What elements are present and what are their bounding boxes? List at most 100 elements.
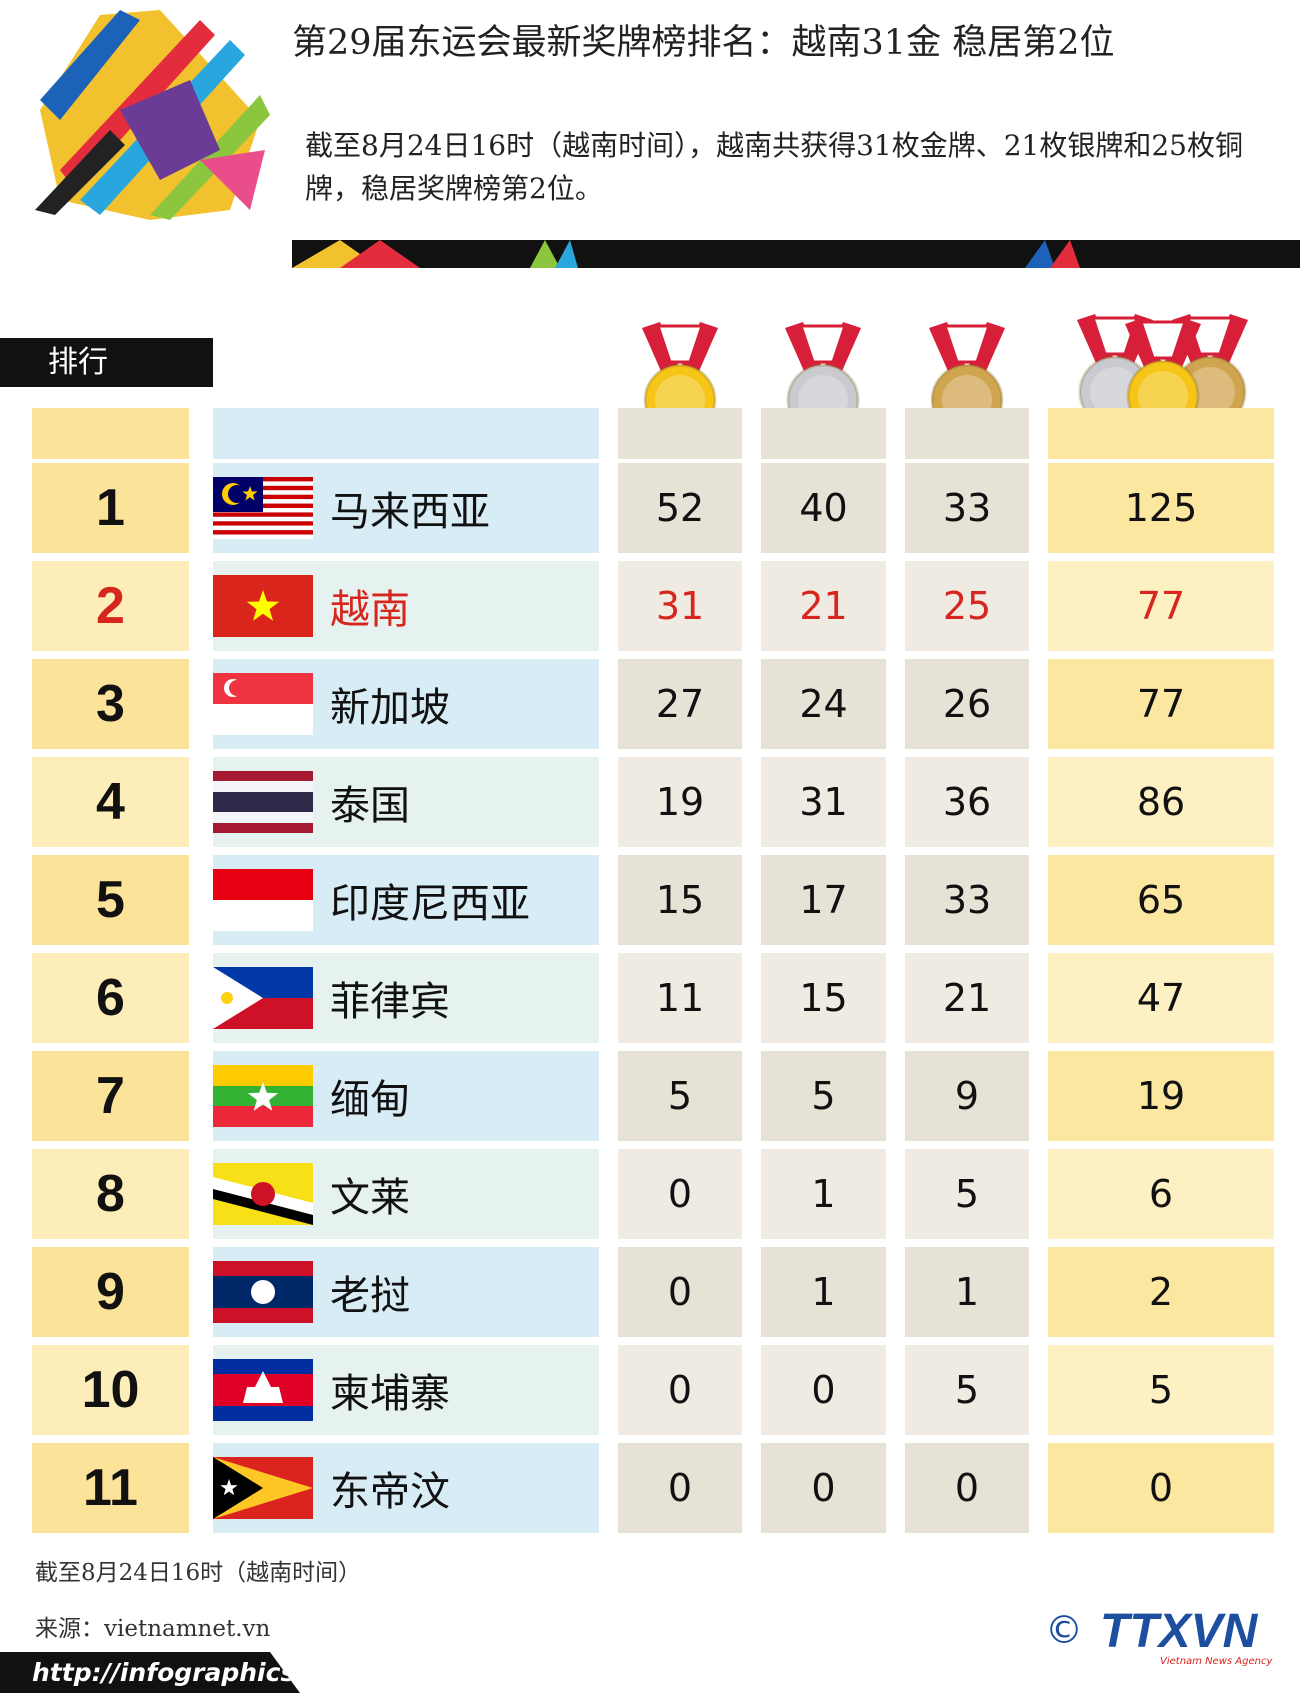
flag [213, 1261, 313, 1327]
rank: 3 [96, 675, 125, 733]
flag-image [213, 1261, 313, 1323]
flag-image [213, 1163, 313, 1225]
row-band [905, 1443, 1029, 1533]
row-band [905, 1051, 1029, 1141]
flag-image [213, 1359, 313, 1421]
row-band [32, 1443, 189, 1533]
column-header-band [1048, 408, 1274, 459]
row-band [761, 855, 886, 945]
copyright: © [1045, 1608, 1083, 1652]
row-band [1048, 463, 1274, 553]
summary: 截至8月24日16时（越南时间），越南共获得31枚金牌、21枚银牌和25枚铜牌，… [305, 129, 1243, 205]
flag [213, 673, 313, 739]
silver: 1 [811, 1270, 836, 1314]
gold: 11 [655, 976, 705, 1020]
gold: 5 [667, 1074, 693, 1118]
logo-text: TTXVN [1100, 1605, 1258, 1658]
country: 柬埔寨 [330, 1371, 450, 1417]
total: 77 [1136, 682, 1186, 726]
row-band [32, 757, 189, 847]
row-band [618, 953, 742, 1043]
row-band [905, 1247, 1029, 1337]
bronze: 33 [942, 878, 992, 922]
bronze: 33 [942, 486, 992, 530]
rank-label-text: 排行 [48, 345, 108, 380]
url: http://infographics.vn [32, 1658, 339, 1687]
country: 印度尼西亚 [330, 881, 530, 927]
row-band [761, 1051, 886, 1141]
flag-image [213, 967, 313, 1029]
flag-image [213, 477, 313, 539]
gold: 0 [667, 1368, 693, 1412]
row-band [1048, 757, 1274, 847]
row-band [761, 1247, 886, 1337]
gold: 19 [655, 780, 705, 824]
flag [213, 1163, 313, 1229]
total: 6 [1148, 1172, 1174, 1216]
row-band [905, 1149, 1029, 1239]
silver: 5 [811, 1074, 836, 1118]
row-band [905, 659, 1029, 749]
bronze: 21 [942, 976, 992, 1020]
total: 125 [1124, 486, 1198, 530]
row-band [32, 561, 189, 651]
total: 47 [1136, 976, 1186, 1020]
rank: 6 [96, 969, 125, 1027]
rank: 9 [96, 1263, 125, 1321]
row-band [1048, 1247, 1274, 1337]
row-band [1048, 1149, 1274, 1239]
row-band [761, 1149, 886, 1239]
flag [213, 771, 313, 837]
row-band [618, 659, 742, 749]
country: 缅甸 [330, 1077, 410, 1123]
silver: 21 [799, 584, 848, 628]
row-band [905, 855, 1029, 945]
rank: 1 [96, 479, 125, 537]
flag [213, 1457, 313, 1523]
row-band [1048, 1051, 1274, 1141]
column-header-band [905, 408, 1029, 459]
gold: 15 [655, 878, 705, 922]
title: 第29届东运会最新奖牌榜排名：越南31金 稳居第2位 [292, 23, 1115, 63]
rank: 7 [96, 1067, 125, 1125]
row-band [618, 1149, 742, 1239]
row-band [1048, 1443, 1274, 1533]
total: 77 [1136, 584, 1186, 628]
row-band [761, 659, 886, 749]
row-band [761, 561, 886, 651]
silver: 31 [799, 780, 848, 824]
country: 老挝 [330, 1273, 410, 1319]
gold: 0 [667, 1172, 693, 1216]
silver: 0 [811, 1368, 836, 1412]
row-band [618, 561, 742, 651]
country: 马来西亚 [330, 489, 490, 535]
country: 东帝汶 [330, 1469, 450, 1515]
flag-image [213, 771, 313, 833]
row-band [618, 1051, 742, 1141]
total: 19 [1136, 1074, 1186, 1118]
row-band [32, 1149, 189, 1239]
gold: 31 [655, 584, 705, 628]
silver: 0 [811, 1466, 836, 1510]
flag-image [213, 673, 313, 735]
silver: 15 [799, 976, 848, 1020]
total: 65 [1136, 878, 1186, 922]
row-band [618, 855, 742, 945]
row-band [32, 463, 189, 553]
bronze: 9 [954, 1074, 980, 1118]
rank: 5 [96, 871, 125, 929]
row-band [905, 561, 1029, 651]
rank: 11 [83, 1459, 138, 1517]
silver: 1 [811, 1172, 836, 1216]
total: 5 [1148, 1368, 1174, 1412]
silver: 17 [799, 878, 848, 922]
column-header-band [618, 408, 742, 459]
row-band [618, 463, 742, 553]
row-band [761, 953, 886, 1043]
row-band [905, 463, 1029, 553]
bronze: 25 [942, 584, 992, 628]
silver: 24 [799, 682, 848, 726]
rank: 4 [96, 773, 125, 831]
flag [213, 1359, 313, 1425]
row-band [32, 855, 189, 945]
